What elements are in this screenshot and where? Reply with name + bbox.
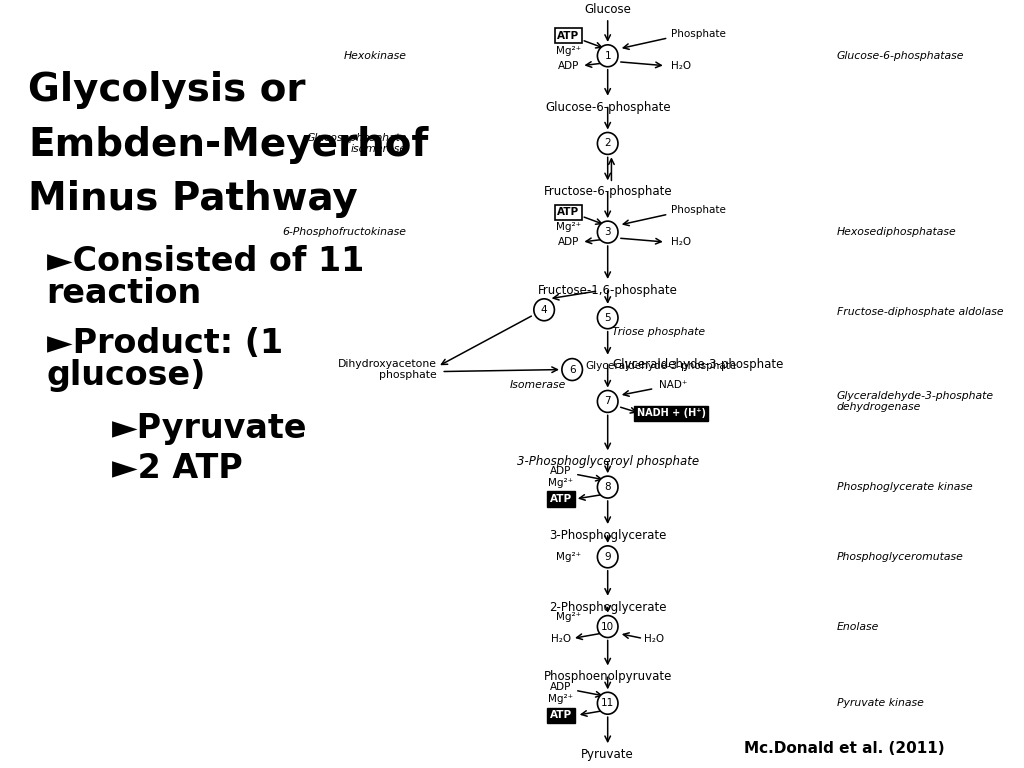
Text: Phosphate: Phosphate [672,29,726,39]
Circle shape [597,692,617,714]
Text: 4: 4 [541,305,548,315]
Text: Glucose: Glucose [585,3,631,16]
Text: Phosphate: Phosphate [672,205,726,215]
Text: 2: 2 [604,138,611,148]
Text: ►Pyruvate: ►Pyruvate [113,412,307,445]
Text: Hexosediphosphatase: Hexosediphosphatase [837,227,956,237]
Text: ADP: ADP [558,61,580,71]
Circle shape [597,390,617,412]
Text: ►Product: (1: ►Product: (1 [47,326,283,359]
Text: 2-Phosphoglycerate: 2-Phosphoglycerate [549,601,667,614]
Text: Isomerase: Isomerase [509,380,566,390]
Text: Mc.Donald et al. (2011): Mc.Donald et al. (2011) [743,741,944,756]
Text: ATP: ATP [557,207,580,217]
Text: ATP: ATP [550,494,572,504]
Text: 9: 9 [604,552,611,562]
Text: 11: 11 [601,698,614,708]
Text: Pyruvate kinase: Pyruvate kinase [837,698,924,708]
Text: ADP: ADP [550,682,571,692]
Text: 3: 3 [604,227,611,237]
Text: 6-Phosphofructokinase: 6-Phosphofructokinase [283,227,407,237]
Text: ►Consisted of 11: ►Consisted of 11 [47,245,364,278]
Text: ADP: ADP [558,237,580,247]
Text: Hexokinase: Hexokinase [344,51,407,61]
Circle shape [597,45,617,67]
Circle shape [597,476,617,498]
Text: 1: 1 [604,51,611,61]
Circle shape [562,359,583,380]
Text: NADH + (H⁺): NADH + (H⁺) [637,409,706,419]
Text: Mg²⁺: Mg²⁺ [549,478,573,488]
Text: Fructose-6-phosphate: Fructose-6-phosphate [544,185,672,198]
Text: Glucosephosphate
isomerase: Glucosephosphate isomerase [306,133,407,154]
Circle shape [597,133,617,154]
Text: ATP: ATP [550,710,572,720]
Text: Phosphoglycerate kinase: Phosphoglycerate kinase [837,482,973,492]
Text: 8: 8 [604,482,611,492]
Text: Enolase: Enolase [837,621,880,631]
Text: Glucose-6-phosphate: Glucose-6-phosphate [545,101,671,114]
Text: Glyceraldehyde-3-phosphate: Glyceraldehyde-3-phosphate [586,360,736,371]
Circle shape [597,546,617,568]
Text: reaction: reaction [47,277,202,310]
Text: Mg²⁺: Mg²⁺ [556,222,581,232]
Text: Mg²⁺: Mg²⁺ [556,46,581,56]
Text: H₂O: H₂O [644,634,665,644]
Text: Phosphoglyceromutase: Phosphoglyceromutase [837,552,964,562]
Circle shape [534,299,554,321]
Circle shape [597,616,617,637]
Text: Dihydroxyacetone
phosphate: Dihydroxyacetone phosphate [338,359,436,380]
Text: 3-Phosphoglyceroyl phosphate: 3-Phosphoglyceroyl phosphate [517,455,698,468]
Circle shape [597,221,617,243]
Text: 6: 6 [569,365,575,375]
Text: Mg²⁺: Mg²⁺ [556,611,581,621]
Circle shape [597,306,617,329]
Text: Glycolysis or: Glycolysis or [28,71,305,109]
Text: 10: 10 [601,621,614,631]
Text: Pyruvate: Pyruvate [582,748,634,761]
Text: ►2 ATP: ►2 ATP [113,452,243,485]
Text: NAD⁺: NAD⁺ [659,380,687,390]
Text: H₂O: H₂O [551,634,571,644]
Text: 3-Phosphoglycerate: 3-Phosphoglycerate [549,529,667,542]
Text: Mg²⁺: Mg²⁺ [556,552,581,562]
Text: ADP: ADP [550,466,571,476]
Text: 7: 7 [604,396,611,406]
Text: Fructose-diphosphate aldolase: Fructose-diphosphate aldolase [837,306,1004,316]
Text: 5: 5 [604,313,611,323]
Text: glucose): glucose) [47,359,206,392]
Text: ATP: ATP [557,31,580,41]
Text: H₂O: H₂O [672,237,691,247]
Text: Glyceraldehyde-3-phosphate: Glyceraldehyde-3-phosphate [612,358,783,371]
Text: Glyceraldehyde-3-phosphate
dehydrogenase: Glyceraldehyde-3-phosphate dehydrogenase [837,391,994,412]
Text: Mg²⁺: Mg²⁺ [549,694,573,704]
Text: Phosphoenolpyruvate: Phosphoenolpyruvate [544,670,672,684]
Text: H₂O: H₂O [672,61,691,71]
Text: Fructose-1,6-phosphate: Fructose-1,6-phosphate [538,284,678,297]
Text: Embden-Meyerhof: Embden-Meyerhof [28,125,428,164]
Text: Glucose-6-phosphatase: Glucose-6-phosphatase [837,51,965,61]
Text: Minus Pathway: Minus Pathway [28,180,357,218]
Text: Triose phosphate: Triose phosphate [612,326,706,336]
